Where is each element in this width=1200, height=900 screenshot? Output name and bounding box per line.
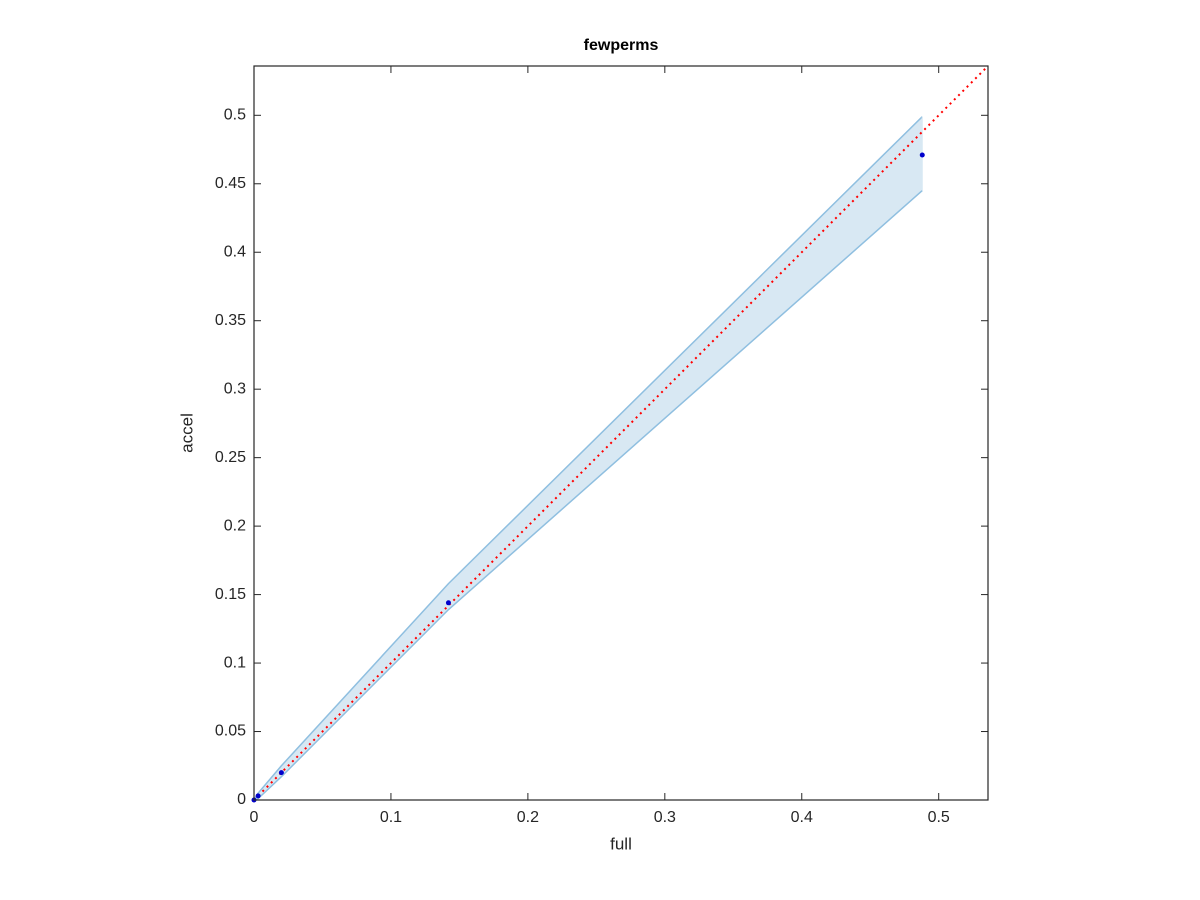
x-tick-label: 0.4 <box>791 809 813 826</box>
y-tick-label: 0.3 <box>224 380 246 397</box>
y-axis-label: accel <box>177 413 196 453</box>
y-tick-label: 0.35 <box>215 312 246 329</box>
y-tick-label: 0.4 <box>224 243 246 260</box>
band-lower <box>253 190 923 801</box>
x-tick-label: 0.2 <box>517 809 539 826</box>
y-tick-label: 0 <box>237 791 246 808</box>
data-point <box>919 152 925 158</box>
data-point <box>445 600 451 606</box>
x-tick-label: 0.5 <box>928 809 950 826</box>
y-tick-label: 0.25 <box>215 449 246 466</box>
x-tick-label: 0 <box>250 809 259 826</box>
reference-line <box>253 65 989 801</box>
y-tick-label: 0.2 <box>224 517 246 534</box>
data-point <box>278 770 284 776</box>
y-tick-label: 0.05 <box>215 723 246 740</box>
x-axis-label: full <box>610 834 632 853</box>
confidence-band <box>254 116 923 800</box>
y-tick-label: 0.5 <box>224 107 246 124</box>
x-tick-label: 0.1 <box>380 809 402 826</box>
y-tick-label: 0.15 <box>215 586 246 603</box>
y-tick-label: 0.45 <box>215 175 246 192</box>
y-tick-label: 0.1 <box>224 654 246 671</box>
axes-box <box>253 65 989 801</box>
data-point <box>255 793 261 799</box>
x-tick-label: 0.3 <box>654 809 676 826</box>
chart-title: fewperms <box>584 37 659 54</box>
